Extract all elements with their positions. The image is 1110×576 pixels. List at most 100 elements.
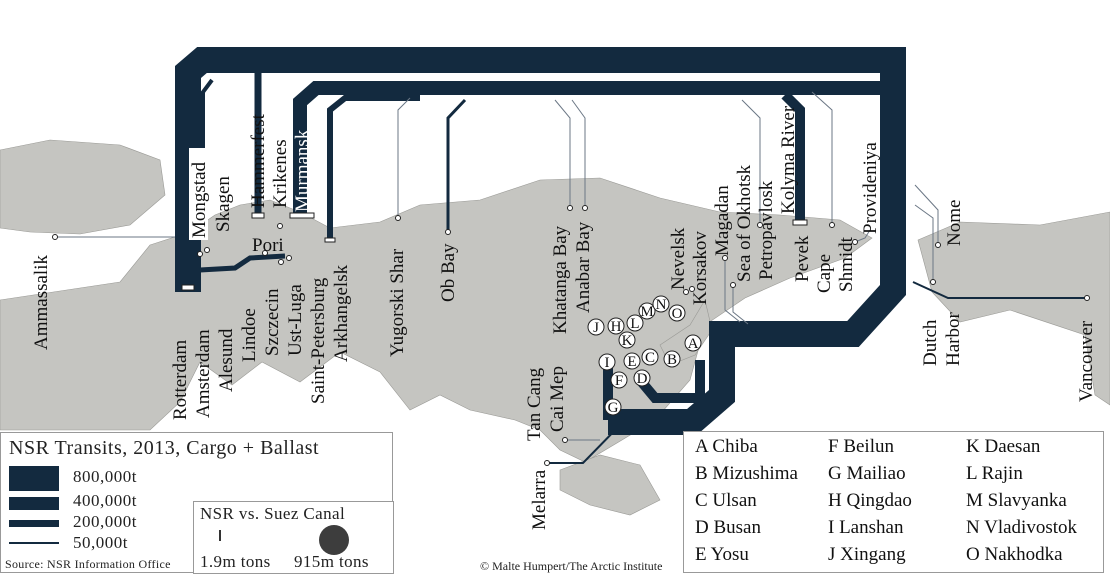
nome-line (914, 184, 939, 245)
label-melarra: Melarra (529, 469, 550, 530)
greenland (0, 139, 166, 235)
okhotsk-lines (724, 258, 749, 325)
swatch-200k (9, 520, 59, 527)
svg-text:O: O (672, 306, 683, 322)
credit: © Malte Humpert/The Arctic Institute (480, 559, 663, 573)
key-item: C Ulsan (695, 490, 757, 511)
comparison-title: NSR vs. Suez Canal (200, 504, 346, 523)
marker-e: E (623, 352, 641, 370)
svg-text:C: C (645, 350, 655, 366)
marker-c: C (641, 348, 659, 366)
label-dutch: Dutch (920, 319, 941, 366)
svg-text:B: B (667, 352, 677, 368)
label-nome: Nome (944, 200, 965, 246)
key-item: A Chiba (695, 436, 758, 457)
legend-title: NSR Transits, 2013, Cargo + Ballast (9, 437, 320, 459)
main-flow-band (175, 47, 906, 435)
shmidt-line (811, 91, 833, 225)
vancouver-flow (912, 281, 1087, 299)
suez-volume-label: 915m tons (294, 552, 369, 571)
key-item: B Mizushima (695, 463, 798, 484)
pevek-flow (781, 91, 805, 222)
marker-a: A (684, 334, 702, 352)
marker-f: F (610, 371, 628, 389)
label-nevelsk: Nevelsk (668, 227, 689, 290)
asia-port-markers: A B C D E F G H I J K L M N O (587, 295, 702, 416)
legend-label-200k: 200,000t (73, 512, 137, 531)
legend-label-50k: 50,000t (73, 533, 128, 552)
marker-h: H (607, 317, 625, 335)
label-hammerfest: Hammerfest (248, 113, 269, 208)
label-szczecin: Szczecin (262, 288, 283, 356)
key-item: F Beilun (828, 436, 894, 457)
legend-label-400k: 400,000t (73, 491, 137, 510)
key-item: J Xingang (828, 544, 906, 565)
svg-text:K: K (622, 333, 633, 349)
label-mongstad: Mongstad (189, 162, 210, 239)
flow-legend: NSR Transits, 2013, Cargo + Ballast 800,… (0, 432, 394, 574)
key-item: H Qingdao (828, 490, 912, 511)
label-pori: Pori (252, 235, 284, 256)
key-item: K Daesan (966, 436, 1041, 457)
arkhangelsk-flow (327, 95, 420, 240)
suez-volume-circle (319, 525, 349, 555)
key-item: D Busan (695, 517, 761, 538)
label-ust-luga: Ust-Luga (285, 284, 306, 356)
label-petropavlosk: Petropavlosk (756, 180, 777, 280)
label-rotterdam: Rotterdam (170, 340, 191, 420)
key-item: N Vladivostok (966, 517, 1078, 538)
key-item: E Yosu (695, 544, 749, 565)
anabar-line (571, 99, 586, 208)
mongstad-label-bg (189, 148, 208, 240)
label-korsakov: Korsakov (690, 231, 711, 305)
suez-comparison: NSR vs. Suez Canal 1.9m tons 915m tons (193, 501, 394, 574)
provideniya-line (854, 229, 871, 243)
label-magadan: Magadan (712, 185, 733, 256)
label-krikenes: Krikenes (270, 139, 291, 208)
label-khatanga-bay: Khatanga Bay (550, 225, 571, 334)
marker-l: L (626, 314, 644, 332)
nsr-volume-label: 1.9m tons (200, 552, 271, 571)
yugorski-line (397, 97, 411, 218)
svg-text:M: M (640, 304, 653, 320)
svg-text:A: A (688, 336, 699, 352)
label-yugorski-shar: Yugorski Shar (387, 248, 408, 357)
label-saint-petersburg: Saint-Petersburg (308, 277, 329, 404)
pori-flow (199, 253, 286, 273)
svg-text:H: H (611, 319, 622, 335)
svg-text:N: N (656, 297, 667, 313)
marker-g: G (604, 398, 622, 416)
label-pevek: Pevek (792, 235, 813, 282)
north-america (917, 211, 1110, 406)
svg-text:F: F (615, 373, 623, 389)
port-dots (52, 205, 1090, 466)
label-ammassalik: Ammassalik (31, 255, 52, 350)
marker-n: N (652, 295, 670, 313)
label-cai-mep: Cai Mep (547, 366, 568, 432)
label-tan-cang: Tan Cang (524, 367, 545, 441)
port-key: A Chiba B Mizushima C Ulsan D Busan E Yo… (683, 431, 1104, 573)
legend-label-800k: 800,000t (73, 467, 137, 486)
southeast-asia-islands (559, 454, 661, 516)
label-kolyma-river: Kolyma River (778, 105, 799, 214)
kolyma-line (741, 99, 761, 225)
ob-bay-flow (446, 98, 467, 232)
murmansk-flow (293, 81, 880, 215)
key-item: G Mailiao (828, 463, 906, 484)
label-murmansk: Murmansk (292, 129, 313, 212)
label-harbor: Harbor (943, 312, 964, 366)
svg-text:L: L (630, 316, 639, 332)
key-item: L Rajin (966, 463, 1023, 484)
label-sea-of-okhotsk: Sea of Okhotsk (734, 164, 755, 282)
label-arkhangelsk: Arkhangelsk (331, 264, 352, 362)
label-shmidt: Shmidt (836, 236, 857, 292)
key-item: I Lanshan (828, 517, 904, 538)
marker-b: B (663, 350, 681, 368)
marker-d: D (633, 369, 651, 387)
label-cape: Cape (814, 254, 835, 293)
port-labels: Ammassalik Rotterdam Amsterdam Alesund L… (31, 105, 1097, 530)
key-item: M Slavyanka (966, 490, 1067, 511)
svg-text:E: E (627, 354, 636, 370)
